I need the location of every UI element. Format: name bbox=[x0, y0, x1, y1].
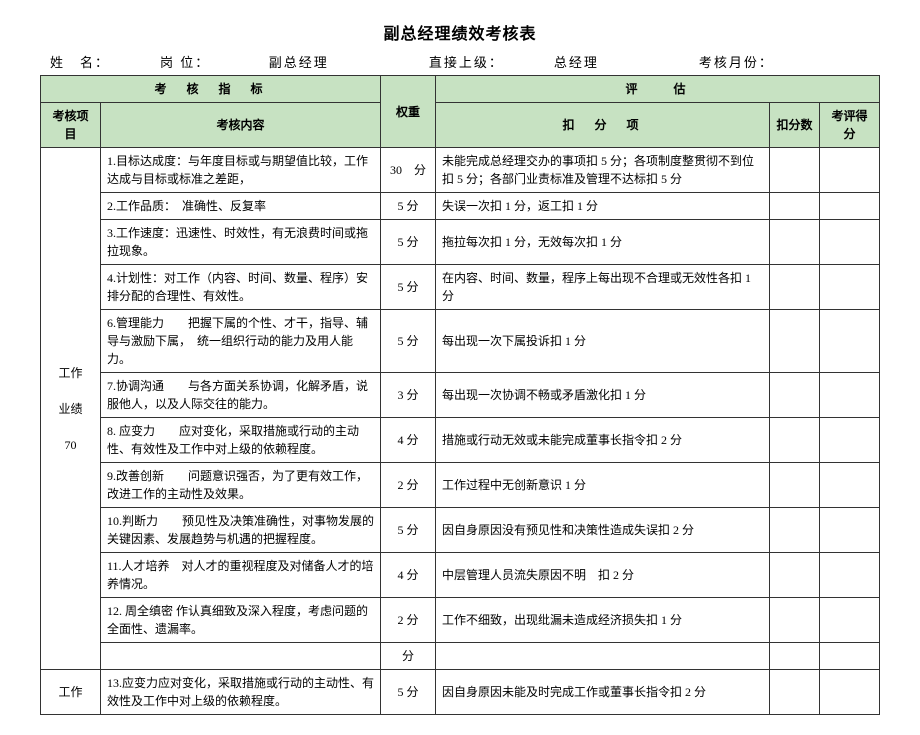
cell-weight: 5 分 bbox=[381, 670, 436, 715]
cell-weight: 5 分 bbox=[381, 265, 436, 310]
cell-final-score bbox=[820, 220, 880, 265]
cell-content: 1.目标达成度：与年度目标或与期望值比较，工作达成与目标或标准之差距， bbox=[101, 148, 381, 193]
cell-deduct: 每出现一次下属投诉扣 1 分 bbox=[436, 310, 770, 373]
cell-deduct bbox=[436, 643, 770, 670]
supervisor-field: 直接上级：总经理 bbox=[429, 52, 649, 71]
cell-weight: 4 分 bbox=[381, 418, 436, 463]
cell-final-score bbox=[820, 310, 880, 373]
cell-deduct-score bbox=[770, 463, 820, 508]
cell-weight: 2 分 bbox=[381, 463, 436, 508]
cell-final-score bbox=[820, 553, 880, 598]
cell-deduct: 失误一次扣 1 分，返工扣 1 分 bbox=[436, 193, 770, 220]
cell-final-score bbox=[820, 463, 880, 508]
cell-deduct-score bbox=[770, 220, 820, 265]
cell-weight: 30 分 bbox=[381, 148, 436, 193]
cell-deduct: 因自身原因没有预见性和决策性造成失误扣 2 分 bbox=[436, 508, 770, 553]
table-row: 8. 应变力 应对变化，采取措施或行动的主动性、有效性及工作中对上级的依赖程度。… bbox=[41, 418, 880, 463]
cell-deduct: 在内容、时间、数量，程序上每出现不合理或无效性各扣 1 分 bbox=[436, 265, 770, 310]
cell-deduct-score bbox=[770, 265, 820, 310]
cell-final-score bbox=[820, 508, 880, 553]
assessment-table: 考 核 指 标 权重 评 估 扣 分 项 扣分数 考评得分 考核项目 考核内容 … bbox=[40, 75, 880, 715]
cell-final-score bbox=[820, 265, 880, 310]
table-row: 6.管理能力 把握下属的个性、才干，指导、辅导与激励下属， 统一组织行动的能力及… bbox=[41, 310, 880, 373]
cell-deduct: 未能完成总经理交办的事项扣 5 分；各项制度整贯彻不到位扣 5 分；各部门业责标… bbox=[436, 148, 770, 193]
post-field: 岗 位： 副总经理 bbox=[160, 52, 379, 71]
cell-deduct: 工作不细致，出现纰漏未造成经济损失扣 1 分 bbox=[436, 598, 770, 643]
cell-deduct: 每出现一次协调不畅或矛盾激化扣 1 分 bbox=[436, 373, 770, 418]
section-label: 工作业绩70 bbox=[41, 148, 101, 670]
cell-deduct: 因自身原因未能及时完成工作或董事长指令扣 2 分 bbox=[436, 670, 770, 715]
cell-content: 6.管理能力 把握下属的个性、才干，指导、辅导与激励下属， 统一组织行动的能力及… bbox=[101, 310, 381, 373]
cell-content: 2.工作品质： 准确性、反复率 bbox=[101, 193, 381, 220]
cell-final-score bbox=[820, 373, 880, 418]
cell-weight: 5 分 bbox=[381, 508, 436, 553]
section-label: 工作 bbox=[41, 670, 101, 715]
th-indicator: 考 核 指 标 bbox=[41, 76, 381, 103]
table-row: 3.工作速度：迅速性、时效性，有无浪费时间或拖拉现象。5 分拖拉每次扣 1 分，… bbox=[41, 220, 880, 265]
name-label: 姓 名： bbox=[50, 52, 110, 71]
cell-deduct-score bbox=[770, 508, 820, 553]
cell-content: 7.协调沟通 与各方面关系协调，化解矛盾，说服他人，以及人际交往的能力。 bbox=[101, 373, 381, 418]
page-title: 副总经理绩效考核表 bbox=[40, 20, 880, 44]
cell-deduct-score bbox=[770, 418, 820, 463]
month-label: 考核月份： bbox=[699, 52, 774, 71]
cell-weight: 4 分 bbox=[381, 553, 436, 598]
table-row: 9.改善创新 问题意识强否，为了更有效工作，改进工作的主动性及效果。2 分工作过… bbox=[41, 463, 880, 508]
table-row: 12. 周全缜密 作认真细致及深入程度，考虑问题的全面性、遗漏率。2 分工作不细… bbox=[41, 598, 880, 643]
cell-deduct: 中层管理人员流失原因不明 扣 2 分 bbox=[436, 553, 770, 598]
table-row: 2.工作品质： 准确性、反复率5 分失误一次扣 1 分，返工扣 1 分 bbox=[41, 193, 880, 220]
th-content: 考核内容 bbox=[101, 103, 381, 148]
cell-weight: 5 分 bbox=[381, 310, 436, 373]
th-evaluate: 评 估 bbox=[436, 76, 880, 103]
cell-deduct: 措施或行动无效或未能完成董事长指令扣 2 分 bbox=[436, 418, 770, 463]
th-project: 考核项目 bbox=[41, 103, 101, 148]
cell-content: 4.计划性：对工作（内容、时间、数量、程序）安排分配的合理性、有效性。 bbox=[101, 265, 381, 310]
table-row: 分 bbox=[41, 643, 880, 670]
th-final-score: 考评得分 bbox=[820, 103, 880, 148]
cell-deduct-score bbox=[770, 193, 820, 220]
info-row: 姓 名： 岗 位： 副总经理 直接上级：总经理 考核月份： bbox=[40, 52, 880, 71]
cell-final-score bbox=[820, 193, 880, 220]
cell-deduct-score bbox=[770, 148, 820, 193]
cell-deduct-score bbox=[770, 643, 820, 670]
cell-weight: 5 分 bbox=[381, 220, 436, 265]
cell-weight: 5 分 bbox=[381, 193, 436, 220]
cell-deduct-score bbox=[770, 373, 820, 418]
cell-final-score bbox=[820, 598, 880, 643]
th-weight: 权重 bbox=[381, 76, 436, 148]
cell-content: 12. 周全缜密 作认真细致及深入程度，考虑问题的全面性、遗漏率。 bbox=[101, 598, 381, 643]
cell-final-score bbox=[820, 418, 880, 463]
table-row: 11.人才培养 对人才的重视程度及对储备人才的培养情况。4 分中层管理人员流失原… bbox=[41, 553, 880, 598]
cell-weight: 2 分 bbox=[381, 598, 436, 643]
cell-weight: 3 分 bbox=[381, 373, 436, 418]
table-row: 10.判断力 预见性及决策准确性，对事物发展的关键因素、发展趋势与机遇的把握程度… bbox=[41, 508, 880, 553]
cell-weight: 分 bbox=[381, 643, 436, 670]
th-deduct-score: 扣分数 bbox=[770, 103, 820, 148]
table-row: 7.协调沟通 与各方面关系协调，化解矛盾，说服他人，以及人际交往的能力。3 分每… bbox=[41, 373, 880, 418]
table-row: 工作13.应变力应对变化，采取措施或行动的主动性、有效性及工作中对上级的依赖程度… bbox=[41, 670, 880, 715]
cell-content bbox=[101, 643, 381, 670]
cell-final-score bbox=[820, 643, 880, 670]
cell-deduct-score bbox=[770, 598, 820, 643]
table-row: 工作业绩701.目标达成度：与年度目标或与期望值比较，工作达成与目标或标准之差距… bbox=[41, 148, 880, 193]
cell-content: 11.人才培养 对人才的重视程度及对储备人才的培养情况。 bbox=[101, 553, 381, 598]
cell-deduct: 拖拉每次扣 1 分，无效每次扣 1 分 bbox=[436, 220, 770, 265]
cell-content: 8. 应变力 应对变化，采取措施或行动的主动性、有效性及工作中对上级的依赖程度。 bbox=[101, 418, 381, 463]
cell-content: 10.判断力 预见性及决策准确性，对事物发展的关键因素、发展趋势与机遇的把握程度… bbox=[101, 508, 381, 553]
cell-deduct: 工作过程中无创新意识 1 分 bbox=[436, 463, 770, 508]
cell-content: 9.改善创新 问题意识强否，为了更有效工作，改进工作的主动性及效果。 bbox=[101, 463, 381, 508]
cell-deduct-score bbox=[770, 310, 820, 373]
cell-content: 3.工作速度：迅速性、时效性，有无浪费时间或拖拉现象。 bbox=[101, 220, 381, 265]
cell-deduct-score bbox=[770, 553, 820, 598]
cell-content: 13.应变力应对变化，采取措施或行动的主动性、有效性及工作中对上级的依赖程度。 bbox=[101, 670, 381, 715]
cell-final-score bbox=[820, 148, 880, 193]
table-row: 4.计划性：对工作（内容、时间、数量、程序）安排分配的合理性、有效性。5 分在内… bbox=[41, 265, 880, 310]
th-deduct-item: 扣 分 项 bbox=[436, 103, 770, 148]
